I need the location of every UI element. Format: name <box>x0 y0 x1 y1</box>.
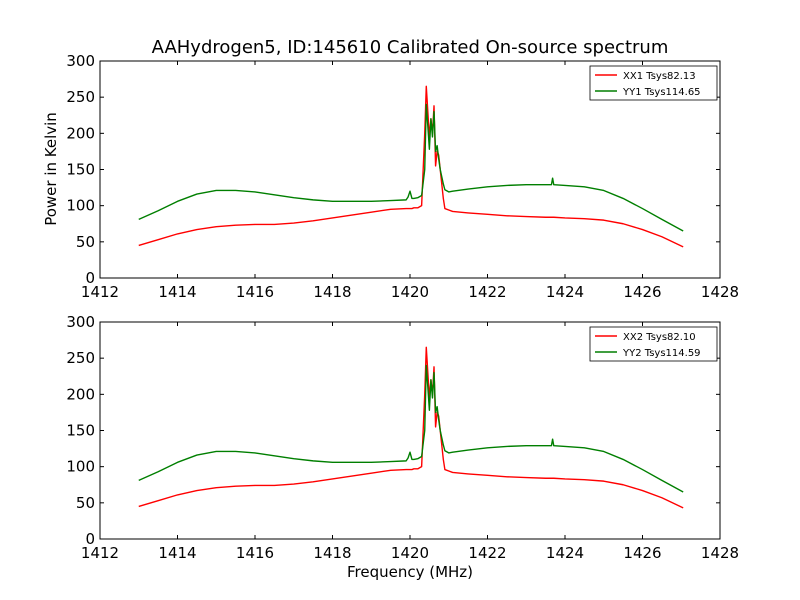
series-line-yy <box>138 103 684 232</box>
y-tick-label: 0 <box>85 269 95 287</box>
legend-label: XX2 Tsys82.10 <box>623 332 696 343</box>
x-tick-label: 1422 <box>468 283 506 301</box>
x-tick-label: 1416 <box>236 283 274 301</box>
legend: XX1 Tsys82.13 YY1 Tsys114.65 <box>589 65 718 101</box>
x-tick-label: 1424 <box>546 283 584 301</box>
y-tick-label: 300 <box>66 52 95 70</box>
x-tick-label: 1414 <box>158 544 196 562</box>
x-tick-label: 1412 <box>81 544 119 562</box>
y-tick-label: 100 <box>66 197 95 215</box>
chart-title: AAHydrogen5, ID:145610 Calibrated On-sou… <box>152 37 669 58</box>
legend: XX2 Tsys82.10 YY2 Tsys114.59 <box>589 326 718 362</box>
x-tick-label: 1418 <box>313 544 351 562</box>
x-tick-label: 1422 <box>468 544 506 562</box>
series-line-yy <box>138 364 684 493</box>
x-tick-label: 1416 <box>236 544 274 562</box>
y-tick-label: 150 <box>66 161 95 179</box>
y-tick-label: 100 <box>66 458 95 476</box>
y-tick-label: 200 <box>66 385 95 403</box>
legend-label: YY2 Tsys114.59 <box>622 348 701 359</box>
x-tick-label: 1426 <box>623 544 661 562</box>
y-tick-label: 250 <box>66 349 95 367</box>
x-tick-label: 1428 <box>701 283 739 301</box>
x-tick-label: 1412 <box>81 283 119 301</box>
legend-box <box>589 326 718 362</box>
legend-box <box>589 65 718 101</box>
x-tick-label: 1418 <box>313 283 351 301</box>
x-tick-label: 1420 <box>391 544 429 562</box>
y-axis-label: Power in Kelvin <box>42 112 60 226</box>
x-axis-label: Frequency (MHz) <box>347 563 473 581</box>
legend-label: YY1 Tsys114.65 <box>622 87 701 98</box>
x-tick-label: 1420 <box>391 283 429 301</box>
x-tick-label: 1426 <box>623 283 661 301</box>
bottom-panel: 1412 1414 1416 1418 1420 1422 1424 1426 1428 0 50 1… <box>66 313 739 562</box>
y-tick-label: 150 <box>66 422 95 440</box>
y-tick-label: 50 <box>76 233 95 251</box>
x-tick-label: 1428 <box>701 544 739 562</box>
y-tick-label: 300 <box>66 313 95 331</box>
legend-label: XX1 Tsys82.13 <box>623 71 696 82</box>
top-panel: 1412 1414 1416 1418 1420 1422 1424 1426 1428 0 50 1… <box>66 52 739 301</box>
x-tick-label: 1424 <box>546 544 584 562</box>
y-tick-label: 50 <box>76 494 95 512</box>
x-tick-label: 1414 <box>158 283 196 301</box>
y-tick-label: 200 <box>66 124 95 142</box>
y-tick-label: 0 <box>85 530 95 548</box>
y-tick-label: 250 <box>66 88 95 106</box>
